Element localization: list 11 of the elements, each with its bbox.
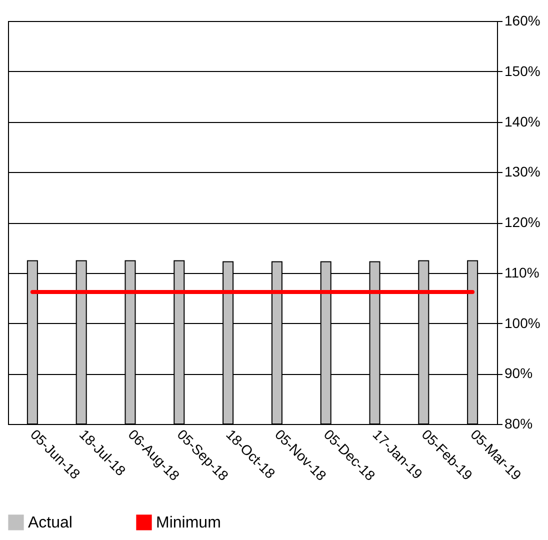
y-tick-label: 140% — [504, 113, 540, 130]
legend-label: Minimum — [156, 514, 221, 532]
y-tick-label: 80% — [504, 416, 533, 432]
y-tick-label: 130% — [504, 164, 540, 180]
y-tick-label: 90% — [504, 365, 533, 382]
y-tick-label: 150% — [504, 62, 540, 79]
y-tick-label: 120% — [504, 214, 540, 230]
y-tick-label: 160% — [504, 12, 540, 28]
y-tick-label: 100% — [504, 314, 540, 331]
legend-label: Actual — [28, 514, 72, 532]
y-tick-label: 110% — [504, 264, 540, 280]
